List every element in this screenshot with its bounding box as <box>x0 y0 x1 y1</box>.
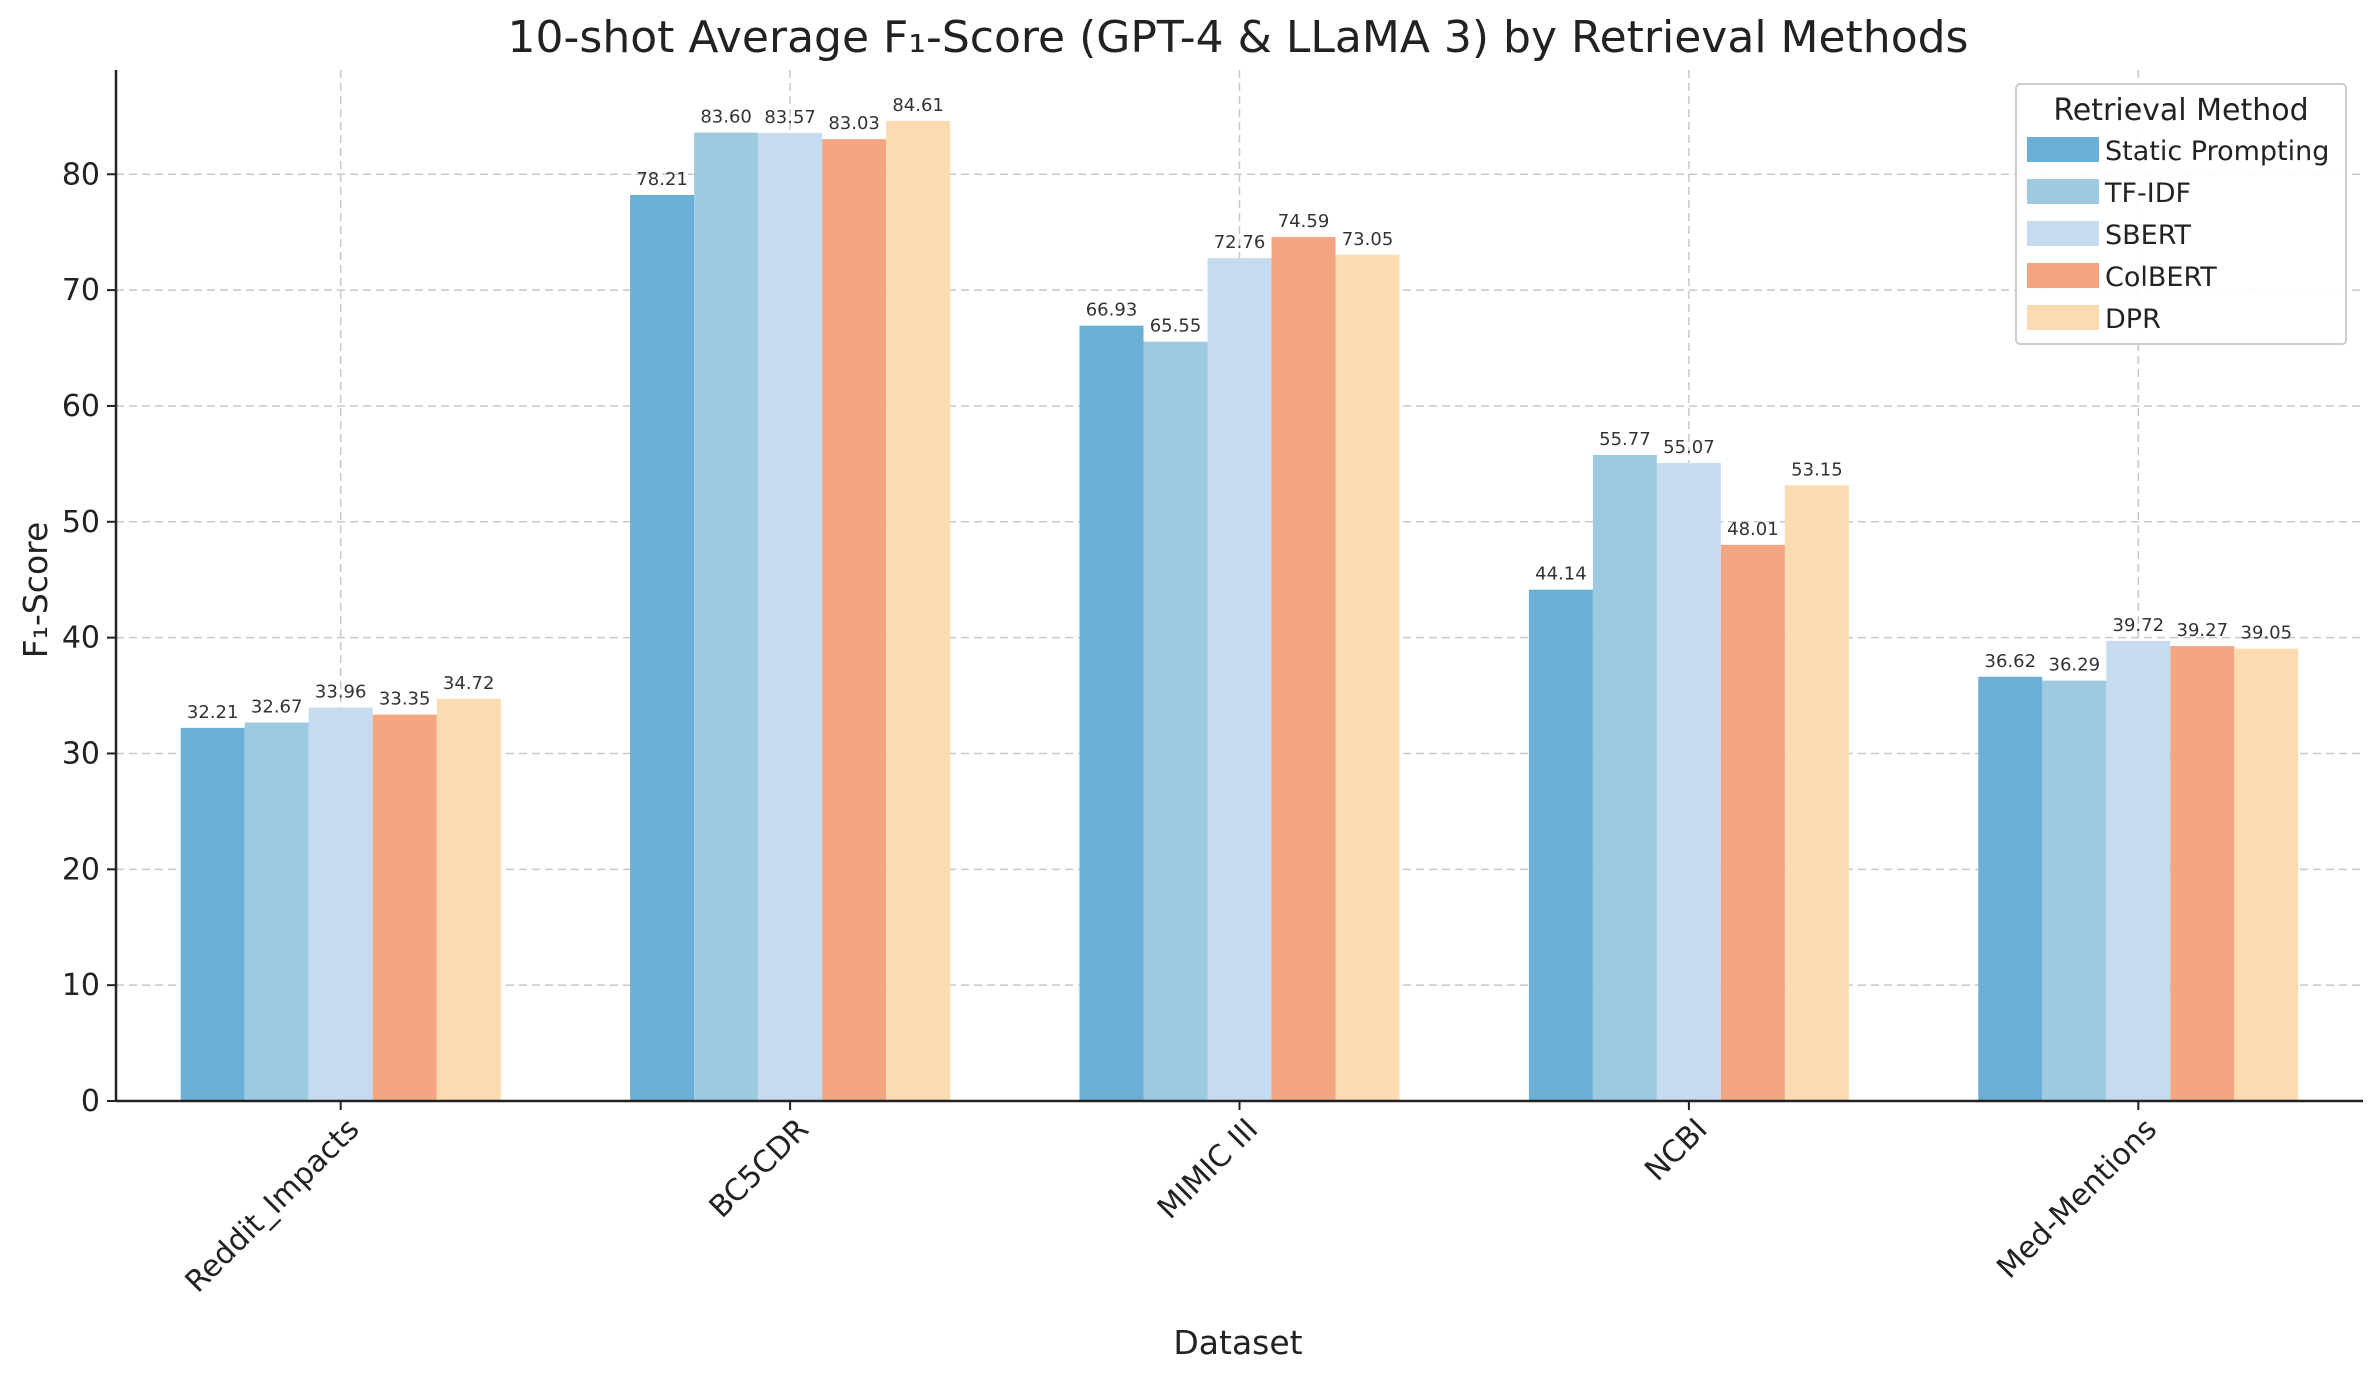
legend-label-sbert: SBERT <box>2105 220 2192 251</box>
bar-dpr-bc5cdr <box>886 120 951 1102</box>
bar-static-prompting-bc5cdr <box>630 194 695 1101</box>
bar-label-tf-idf-med-mentions: 36.29 <box>2049 655 2101 676</box>
x-tick-label-ncbi: NCBI <box>1638 1112 1714 1188</box>
bar-label-colbert-med-mentions: 39.27 <box>2177 620 2229 641</box>
bar-label-sbert-reddit-impacts: 33.96 <box>315 682 367 703</box>
legend-swatch-sbert <box>2027 221 2099 246</box>
y-tick-label-40: 40 <box>62 621 100 656</box>
y-tick-label-50: 50 <box>62 505 100 540</box>
legend-swatch-colbert <box>2027 263 2099 288</box>
bar-tf-idf-ncbi <box>1592 454 1657 1101</box>
legend-swatch-tf-idf <box>2027 179 2099 204</box>
bar-label-static-prompting-mimic-iii: 66.93 <box>1086 300 1138 321</box>
y-tick-label-20: 20 <box>62 852 100 887</box>
bar-label-dpr-med-mentions: 39.05 <box>2241 623 2293 644</box>
bar-label-static-prompting-ncbi: 44.14 <box>1535 564 1587 585</box>
y-tick-label-10: 10 <box>62 968 100 1003</box>
bar-dpr-reddit-impacts <box>436 698 501 1101</box>
bar-value-labels: 32.21 32.67 33.96 33.35 34.72 78.21 83.60 83.57… <box>187 95 2292 723</box>
bar-label-colbert-reddit-impacts: 33.35 <box>379 689 431 710</box>
bar-label-dpr-ncbi: 53.15 <box>1791 459 1843 480</box>
bar-label-colbert-bc5cdr: 83.03 <box>828 113 880 134</box>
bar-label-tf-idf-mimic-iii: 65.55 <box>1150 316 1202 337</box>
bar-colbert-bc5cdr <box>822 139 887 1102</box>
bar-label-dpr-bc5cdr: 84.61 <box>892 95 944 116</box>
legend-title: Retrieval Method <box>2053 93 2308 128</box>
bar-static-prompting-ncbi <box>1528 589 1593 1101</box>
bar-dpr-ncbi <box>1784 485 1849 1101</box>
y-tick-label-80: 80 <box>62 157 100 192</box>
bar-dpr-mimic-iii <box>1335 254 1400 1101</box>
bar-colbert-med-mentions <box>2170 646 2235 1101</box>
legend-label-colbert: ColBERT <box>2105 262 2217 293</box>
bar-label-tf-idf-bc5cdr: 83.60 <box>700 107 752 128</box>
legend-label-static-prompting: Static Prompting <box>2105 136 2329 167</box>
bar-label-colbert-mimic-iii: 74.59 <box>1278 211 1330 232</box>
bar-colbert-ncbi <box>1720 544 1785 1101</box>
y-tick-label-30: 30 <box>62 736 100 771</box>
bar-sbert-bc5cdr <box>758 132 823 1101</box>
bar-sbert-ncbi <box>1656 463 1721 1101</box>
x-axis-label: Dataset <box>1173 1323 1302 1362</box>
bar-tf-idf-mimic-iii <box>1143 341 1208 1101</box>
bar-sbert-med-mentions <box>2106 640 2171 1101</box>
legend-swatch-static-prompting <box>2027 137 2099 162</box>
x-tick-label-reddit-impacts: Reddit_Impacts <box>179 1112 367 1300</box>
bar-static-prompting-mimic-iii <box>1079 325 1144 1102</box>
bar-label-colbert-ncbi: 48.01 <box>1727 519 1779 540</box>
y-tick-label-70: 70 <box>62 273 100 308</box>
bar-label-static-prompting-reddit-impacts: 32.21 <box>187 702 239 723</box>
bar-label-sbert-mimic-iii: 72.76 <box>1214 232 1266 253</box>
x-tick-label-bc5cdr: BC5CDR <box>703 1112 816 1225</box>
y-tick-label-60: 60 <box>62 389 100 424</box>
x-tick-label-mimic-iii: MIMIC III <box>1151 1112 1265 1226</box>
y-axis-label: F₁-Score <box>16 522 55 659</box>
bars <box>180 120 2299 1102</box>
bar-label-static-prompting-med-mentions: 36.62 <box>1985 651 2037 672</box>
bar-label-sbert-ncbi: 55.07 <box>1663 437 1715 458</box>
bar-tf-idf-med-mentions <box>2042 680 2107 1101</box>
bar-label-tf-idf-ncbi: 55.77 <box>1599 429 1651 450</box>
legend-label-dpr: DPR <box>2105 304 2161 335</box>
bar-label-sbert-bc5cdr: 83.57 <box>764 107 816 128</box>
legend-label-tf-idf: TF-IDF <box>2104 178 2191 209</box>
bar-sbert-mimic-iii <box>1207 258 1272 1101</box>
bar-label-dpr-reddit-impacts: 34.72 <box>443 673 495 694</box>
y-tick-label-0: 0 <box>81 1084 100 1119</box>
legend-swatch-dpr <box>2027 305 2099 330</box>
bar-static-prompting-reddit-impacts <box>180 727 245 1101</box>
bar-label-dpr-mimic-iii: 73.05 <box>1342 229 1394 250</box>
bar-tf-idf-reddit-impacts <box>244 722 309 1101</box>
bar-tf-idf-bc5cdr <box>694 132 759 1101</box>
bar-colbert-mimic-iii <box>1271 236 1336 1101</box>
bar-dpr-med-mentions <box>2234 648 2299 1101</box>
bar-label-static-prompting-bc5cdr: 78.21 <box>636 169 688 190</box>
bar-colbert-reddit-impacts <box>372 714 437 1101</box>
chart-title: 10-shot Average F₁-Score (GPT-4 & LLaMA … <box>508 12 1969 63</box>
x-tick-label-med-mentions: Med-Mentions <box>1990 1112 2164 1286</box>
bar-sbert-reddit-impacts <box>308 707 373 1101</box>
legend: Retrieval Method Static Prompting TF-IDF S… <box>2015 83 2347 345</box>
bar-static-prompting-med-mentions <box>1978 676 2043 1101</box>
bar-label-tf-idf-reddit-impacts: 32.67 <box>251 697 303 718</box>
bar-label-sbert-med-mentions: 39.72 <box>2113 615 2165 636</box>
axes <box>107 70 2363 1110</box>
